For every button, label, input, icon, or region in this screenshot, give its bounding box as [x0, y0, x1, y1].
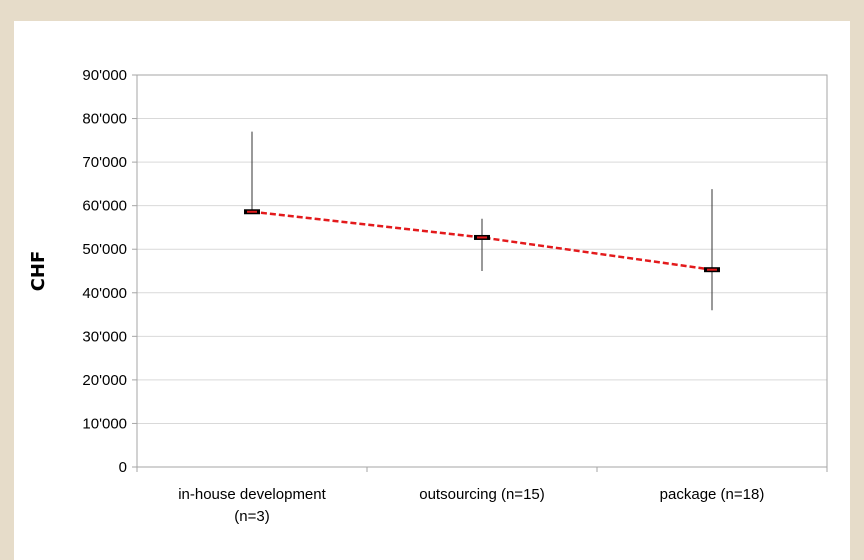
y-tick-label: 0 — [119, 459, 127, 476]
y-tick-label: 40'000 — [82, 285, 127, 302]
y-axis-label: CHF — [28, 251, 49, 292]
x-axis: in-house development (n=3) outsourcing (n=… — [136, 467, 828, 525]
x-tick-label: in-house development (n=3) — [178, 486, 326, 525]
data-point-marker-center — [477, 236, 487, 239]
series-line — [251, 210, 713, 271]
plot-area — [136, 74, 828, 468]
y-tick-label: 30'000 — [82, 328, 127, 345]
data-point-marker-center — [247, 210, 257, 213]
x-tick-label: outsourcing (n=15) — [419, 486, 545, 503]
series-group — [244, 131, 720, 311]
y-axis: 0 10'000 20'000 30'000 40'000 50'000 60'000 70'… — [82, 67, 137, 476]
y-tick-label: 70'000 — [82, 154, 127, 171]
x-tick-label: package (n=18) — [660, 486, 765, 503]
y-tick-label: 60'000 — [82, 198, 127, 215]
y-tick-label: 80'000 — [82, 111, 127, 128]
data-point-marker-center — [707, 268, 717, 271]
chart: in-house development (n=3) outsourcing (n=… — [28, 67, 828, 525]
y-tick-label: 20'000 — [82, 372, 127, 389]
y-tick-label: 90'000 — [82, 67, 127, 84]
chart-frame: in-house development (n=3) outsourcing (n=… — [14, 21, 850, 560]
y-tick-label: 50'000 — [82, 241, 127, 258]
y-tick-label: 10'000 — [82, 415, 127, 432]
